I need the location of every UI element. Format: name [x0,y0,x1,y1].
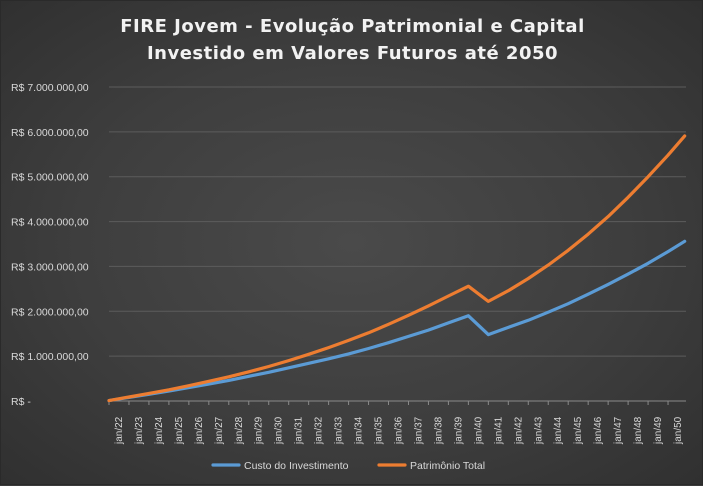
x-tick-label: jan/31 [294,416,305,445]
series-lines [107,134,687,403]
legend-label: Custo do Investimento [244,460,349,472]
x-tick-label: jan/49 [653,416,664,445]
y-tick-label: R$ 1.000.000,00 [11,351,89,363]
y-tick-label: R$ 5.000.000,00 [11,172,89,184]
x-tick-label: jan/28 [234,416,245,445]
legend-label: Patrimônio Total [410,460,485,472]
x-tick-label: jan/50 [673,416,684,445]
x-tick-label: jan/22 [114,416,125,445]
y-tick-label: R$ 3.000.000,00 [11,261,89,273]
x-tick-label: jan/30 [274,416,285,445]
gridlines [108,86,686,405]
x-tick-label: jan/35 [374,416,385,445]
y-tick-label: R$ - [11,396,31,408]
series-line-patrimonio [107,134,687,403]
x-axis-tick-labels: jan/22 jan/23 jan/24 jan/25 jan/26 jan/27 jan/… [114,416,684,445]
x-tick-label: jan/32 [314,416,325,445]
x-tick-label: jan/47 [613,416,624,445]
y-tick-label: R$ 6.000.000,00 [11,127,89,139]
chart-title-line-1: FIRE Jovem - Evolução Patrimonial e Capi… [120,16,585,37]
x-tick-label: jan/29 [254,416,265,445]
x-tick-label: jan/25 [174,416,185,445]
x-tick-label: jan/39 [453,416,464,445]
x-tick-label: jan/38 [433,416,444,445]
x-tick-label: jan/40 [473,416,484,445]
x-tick-label: jan/27 [214,416,225,445]
x-tick-label: jan/33 [334,416,345,445]
y-tick-label: R$ 7.000.000,00 [11,82,89,94]
x-tick-label: jan/24 [154,416,165,445]
x-tick-label: jan/23 [134,416,145,445]
chart-title-line-2: Investido em Valores Futuros até 2050 [146,43,559,64]
x-tick-label: jan/43 [533,416,544,445]
x-tick-label: jan/37 [413,416,424,445]
x-tick-label: jan/26 [194,416,205,445]
x-tick-label: jan/41 [493,416,504,445]
x-tick-label: jan/46 [593,416,604,445]
x-tick-label: jan/42 [513,416,524,445]
legend: Custo do Investimento Patrimônio Total [211,460,485,472]
x-tick-label: jan/48 [633,416,644,445]
series-line-custo [107,239,687,403]
x-tick-label: jan/36 [393,416,404,445]
y-tick-label: R$ 2.000.000,00 [11,306,89,318]
x-tick-label: jan/45 [573,416,584,445]
y-tick-label: R$ 4.000.000,00 [11,217,89,229]
chart-title: FIRE Jovem - Evolução Patrimonial e Capi… [1,13,703,67]
x-tick-label: jan/44 [553,416,564,445]
x-tick-label: jan/34 [354,416,365,445]
y-axis-tick-labels: R$ - R$ 1.000.000,00 R$ 2.000.000,00 R$ 3.0… [11,82,89,408]
